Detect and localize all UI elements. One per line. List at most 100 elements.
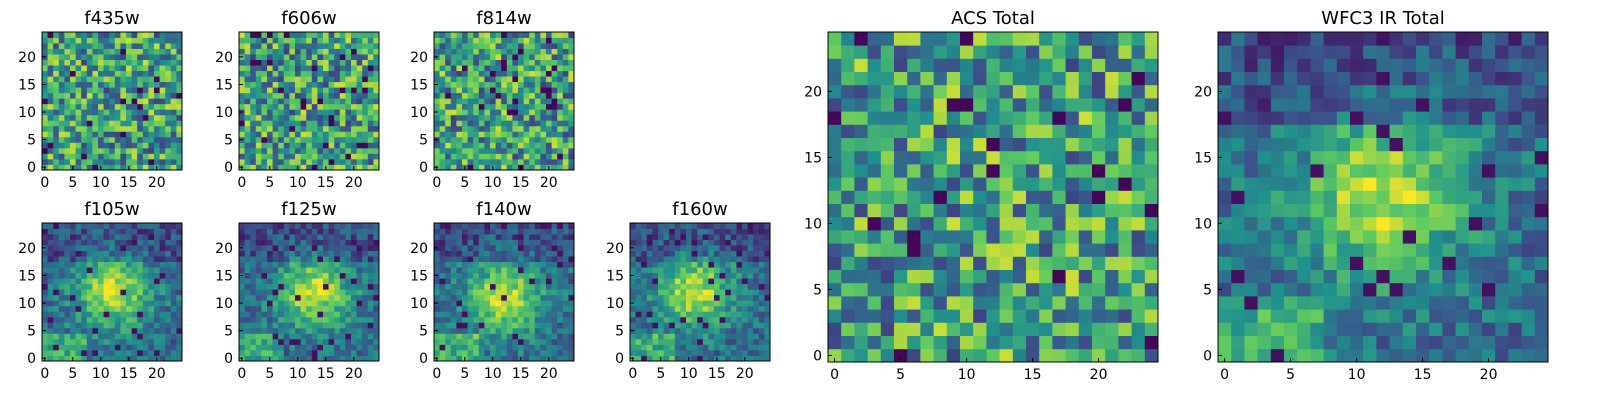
heatmap-cell: [351, 294, 357, 301]
heatmap-cell: [114, 349, 121, 356]
heatmap-cell: [501, 43, 508, 49]
heatmap-cell: [42, 316, 48, 323]
heatmap-cell: [103, 355, 110, 362]
heatmap-cell: [478, 48, 485, 55]
heatmap-cell: [674, 250, 681, 257]
heatmap-cell: [323, 256, 329, 263]
heatmap-cell: [250, 65, 257, 72]
heatmap-cell: [47, 355, 54, 362]
heatmap-cell: [1052, 150, 1066, 165]
heatmap-cell: [131, 223, 138, 229]
heatmap-cell: [148, 289, 155, 296]
heatmap-cell: [445, 120, 452, 127]
heatmap-cell: [300, 256, 307, 263]
heatmap-cell: [635, 278, 642, 285]
heatmap-cell: [64, 311, 71, 318]
heatmap-cell: [697, 283, 704, 290]
heatmap-cell: [506, 125, 513, 132]
heatmap-cell: [103, 245, 110, 251]
heatmap-cell: [933, 177, 948, 191]
heatmap-cell: [334, 316, 341, 323]
heatmap-cell: [42, 322, 48, 329]
heatmap-cell: [529, 87, 536, 94]
heatmap-cell: [81, 228, 88, 235]
heatmap-cell: [495, 355, 502, 362]
heatmap-cell: [300, 109, 307, 116]
heatmap-cell: [131, 37, 138, 44]
heatmap-cell: [86, 283, 93, 290]
heatmap-cell: [278, 327, 285, 334]
heatmap-cell: [142, 70, 149, 77]
heatmap-cell: [758, 316, 765, 323]
heatmap-cell: [540, 76, 547, 83]
heatmap-cell: [641, 289, 648, 296]
heatmap-cell: [551, 65, 558, 72]
heatmap-cell: [1065, 124, 1080, 138]
heatmap-cell: [1012, 309, 1027, 323]
heatmap-cell: [142, 300, 149, 307]
heatmap-cell: [142, 136, 149, 143]
heatmap-cell: [58, 92, 65, 99]
heatmap-cell: [663, 300, 670, 307]
heatmap-cell: [98, 234, 104, 240]
heatmap-cell: [708, 327, 715, 334]
heatmap-cell: [47, 272, 54, 279]
heatmap-cell: [1026, 243, 1040, 257]
heatmap-cell: [1012, 256, 1027, 270]
heatmap-cell: [540, 164, 547, 171]
panel-title: f125w: [281, 199, 336, 220]
heatmap-cell: [456, 300, 463, 307]
heatmap-cell: [362, 65, 369, 72]
heatmap-cell: [154, 311, 160, 318]
heatmap-cell: [495, 109, 502, 116]
heatmap-cell: [58, 283, 65, 290]
heatmap-cell: [462, 131, 468, 138]
heatmap-cell: [255, 158, 262, 165]
heatmap-cell: [557, 136, 564, 143]
heatmap-cell: [92, 272, 99, 279]
heatmap-cell: [323, 333, 329, 340]
heatmap-cell: [283, 87, 290, 94]
heatmap-cell: [272, 136, 279, 143]
heatmap-cell: [323, 48, 329, 55]
heatmap-cell: [1039, 150, 1053, 165]
heatmap-cell: [255, 76, 262, 83]
heatmap-cell: [736, 239, 743, 246]
heatmap-cell: [439, 283, 446, 290]
heatmap-cell: [75, 109, 82, 116]
heatmap-cell: [311, 59, 318, 66]
heatmap-cell: [439, 37, 446, 44]
heatmap-cell: [109, 136, 116, 143]
heatmap-cell: [546, 87, 552, 94]
heatmap-cell: [53, 125, 60, 132]
heatmap-cell: [758, 294, 765, 301]
heatmap-cell: [351, 98, 357, 105]
heatmap-cell: [250, 305, 257, 312]
heatmap-cell: [663, 338, 670, 345]
heatmap-cell: [1131, 164, 1146, 178]
heatmap-cell: [562, 125, 569, 132]
heatmap-cell: [64, 322, 71, 329]
heatmap-cell: [473, 289, 480, 296]
heatmap-cell: [300, 338, 307, 345]
heatmap-cell: [747, 278, 754, 285]
heatmap-cell: [473, 316, 480, 323]
heatmap-cell: [854, 190, 868, 204]
heatmap-cell: [529, 316, 536, 323]
heatmap-cell: [103, 316, 110, 323]
heatmap-cell: [103, 54, 110, 60]
heatmap-cell: [450, 125, 457, 132]
heatmap-cell: [867, 124, 882, 138]
heatmap-cell: [362, 142, 369, 149]
heatmap-cell: [53, 289, 60, 296]
heatmap-cell: [764, 289, 771, 296]
heatmap-cell: [64, 59, 71, 66]
heatmap-cell: [518, 344, 524, 351]
panel-title: f606w: [281, 8, 336, 29]
heatmap-cell: [345, 164, 352, 171]
heatmap-cell: [506, 131, 513, 138]
heatmap-cell: [126, 349, 132, 356]
heatmap-cell: [170, 311, 177, 318]
heatmap-cell: [328, 294, 335, 301]
heatmap-cell: [867, 164, 882, 178]
